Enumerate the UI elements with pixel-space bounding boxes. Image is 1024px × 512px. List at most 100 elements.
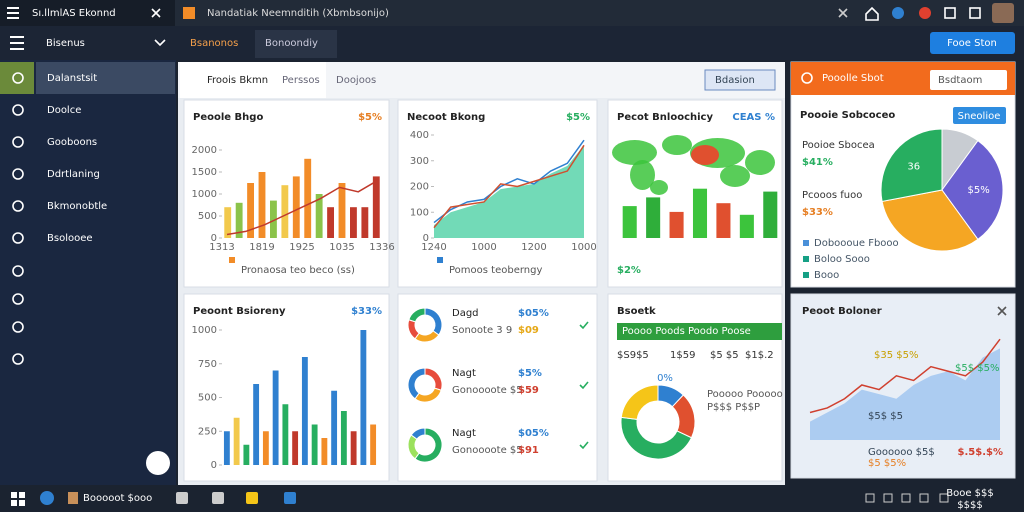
panel-button-label[interactable]: Sneolioe bbox=[958, 111, 1001, 122]
pie-slice bbox=[880, 128, 943, 203]
tab-icon bbox=[183, 7, 195, 19]
bar bbox=[315, 194, 323, 238]
bar bbox=[258, 172, 266, 238]
list-sub: Gonoooote $5 bbox=[452, 385, 523, 396]
notify-icon[interactable] bbox=[919, 7, 931, 19]
x-tick-label: 1035 bbox=[329, 242, 354, 253]
legend-swatch bbox=[803, 256, 809, 262]
button-label[interactable]: Fooe Ston bbox=[947, 38, 997, 49]
x-tick-label: 1336 bbox=[369, 242, 394, 253]
y-tick-label: 200 bbox=[410, 182, 429, 193]
list-pct: $05% bbox=[518, 308, 549, 319]
card-title: Peoont Bsioreny bbox=[193, 306, 286, 317]
bar bbox=[253, 384, 260, 465]
header-bar bbox=[0, 26, 1024, 60]
taskbar-app[interactable]: Booooot $ooo bbox=[83, 493, 152, 504]
browser-icon[interactable] bbox=[892, 7, 904, 19]
header-tab[interactable]: Bsanonos bbox=[190, 38, 238, 49]
card bbox=[397, 293, 598, 482]
pie-slice bbox=[881, 189, 979, 252]
close-icon[interactable] bbox=[151, 8, 161, 18]
sidebar-item[interactable]: Doolce bbox=[47, 105, 81, 116]
card-title: Peoole Bhgo bbox=[193, 112, 263, 123]
pie-slice bbox=[620, 416, 693, 460]
tab-bg bbox=[255, 30, 337, 58]
tray-icon bbox=[919, 493, 929, 503]
fab[interactable] bbox=[146, 451, 170, 475]
panel-dropdown bbox=[930, 70, 1007, 90]
panel-title: Peoot Boloner bbox=[802, 306, 882, 317]
tab-title[interactable]: Nandatiak Neemnditih (Xbmbsonijo) bbox=[207, 8, 389, 19]
card-note: $2% bbox=[617, 265, 641, 276]
bar bbox=[247, 183, 254, 238]
bar bbox=[361, 207, 369, 238]
y-tick-label: 400 bbox=[410, 130, 429, 141]
panel-dropdown-label[interactable]: Bsdtaom bbox=[938, 75, 982, 86]
chart-note: $5$ $5 bbox=[868, 411, 903, 422]
legend-label: Doboooue Fbooo bbox=[814, 238, 899, 249]
start-icon[interactable] bbox=[11, 492, 25, 506]
close-icon[interactable] bbox=[997, 306, 1007, 316]
stat-value: $33% bbox=[802, 207, 833, 218]
trend-line bbox=[226, 180, 378, 236]
dropdown-label[interactable]: Bdasion bbox=[715, 75, 755, 86]
list-pct: $5% bbox=[518, 368, 542, 379]
bar bbox=[350, 207, 357, 238]
trend-sub: Goooooo $5$ bbox=[868, 447, 935, 458]
check-icon bbox=[579, 381, 589, 390]
stock-bar-label: Poooo Poods bbox=[622, 326, 685, 337]
home-icon[interactable] bbox=[865, 6, 879, 21]
content-tab[interactable]: Doojoos bbox=[336, 75, 376, 86]
sidebar-item[interactable]: Gooboons bbox=[47, 137, 97, 148]
list-value: $59 bbox=[518, 385, 539, 396]
sidebar-item[interactable]: Bkmonobtle bbox=[47, 201, 107, 212]
content-tab[interactable]: Perssos bbox=[282, 75, 320, 86]
tray-icon bbox=[865, 493, 875, 503]
list-value: $09 bbox=[518, 325, 539, 336]
line bbox=[809, 338, 1001, 414]
legend-swatch bbox=[229, 257, 235, 263]
bar bbox=[321, 438, 328, 465]
y-tick-label: 0 bbox=[211, 233, 217, 244]
clock: Booe $$$ bbox=[946, 488, 994, 499]
card bbox=[607, 293, 783, 482]
bar bbox=[281, 185, 289, 238]
list-sub: Gonoooote $5 bbox=[452, 445, 523, 456]
card-title: Pecot Bnloochicy bbox=[617, 112, 713, 123]
x-tick-label: 1313 bbox=[209, 242, 234, 253]
trend-total: $.5$.$% bbox=[958, 447, 1003, 458]
map-land bbox=[630, 160, 655, 190]
bar bbox=[270, 200, 277, 238]
y-tick-label: 750 bbox=[198, 359, 217, 370]
x-tick-label: 1200 bbox=[521, 242, 546, 253]
card-badge: $5% bbox=[358, 112, 382, 123]
y-tick-label: 500 bbox=[198, 211, 217, 222]
menu-icon[interactable] bbox=[10, 36, 24, 50]
x-tick-label: 1000 bbox=[471, 242, 496, 253]
dropdown bbox=[704, 69, 776, 91]
card-badge: $33% bbox=[351, 306, 382, 317]
list-value: $91 bbox=[518, 445, 539, 456]
sidebar-item[interactable]: Ddrtlaning bbox=[47, 169, 100, 180]
stat-label: Pooioe Sbocea bbox=[802, 140, 875, 151]
trend-sub: $5 $5% bbox=[868, 458, 906, 469]
slice-label: 36 bbox=[907, 162, 920, 173]
sidebar-item[interactable]: Bsolooee bbox=[47, 233, 93, 244]
content-tab[interactable]: Froois Bkmn bbox=[207, 75, 268, 86]
check-icon bbox=[579, 441, 589, 450]
stock-pct: 0% bbox=[657, 373, 673, 384]
header-tab[interactable]: Bonoondiy bbox=[265, 38, 318, 49]
bar bbox=[370, 424, 377, 465]
bar bbox=[692, 188, 708, 238]
browser-icon[interactable] bbox=[40, 491, 54, 505]
sidebar-item[interactable]: Dalanstsit bbox=[47, 73, 97, 84]
legend-label: Pronaosa teo beco (ss) bbox=[241, 265, 355, 276]
close-icon[interactable] bbox=[838, 8, 848, 18]
legend-label: Boloo Sooo bbox=[814, 254, 870, 265]
stock-bar-label: Poodo Poose bbox=[688, 326, 751, 337]
card-title: Necoot Bkong bbox=[407, 112, 485, 123]
bar bbox=[340, 411, 347, 465]
menu-icon[interactable] bbox=[7, 7, 19, 19]
sidebar-icon bbox=[12, 353, 24, 365]
chevron[interactable] bbox=[154, 39, 166, 47]
